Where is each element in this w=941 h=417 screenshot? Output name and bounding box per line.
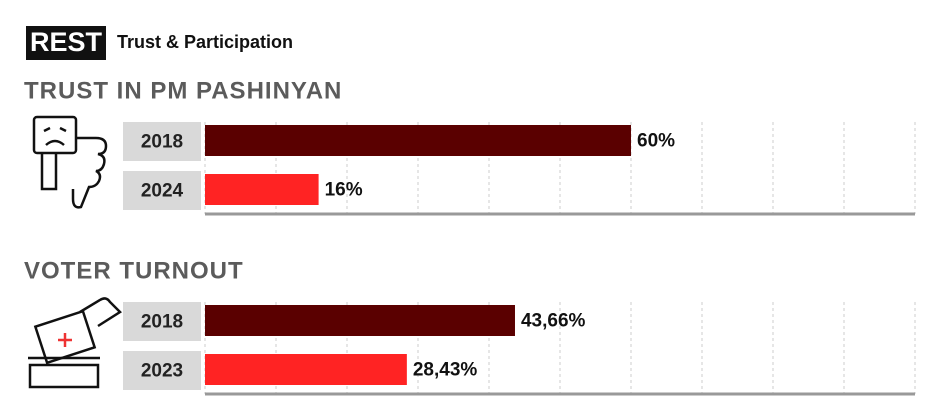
category-box [123, 302, 201, 341]
logo-box [26, 26, 106, 60]
chart-title: VOTER TURNOUT [24, 257, 244, 284]
value-label: 43,66% [521, 311, 586, 332]
bar [205, 174, 319, 205]
logo: REST [30, 27, 103, 57]
category-label: 2018 [141, 132, 183, 153]
category-box [123, 171, 201, 210]
bar [205, 305, 515, 336]
value-label: 28,43% [413, 360, 478, 381]
header-title: Trust & Participation [117, 32, 293, 52]
category-label: 2018 [141, 312, 183, 333]
chart-title: TRUST IN PM PASHINYAN [24, 77, 342, 104]
value-label: 16% [325, 180, 363, 201]
category-box [123, 351, 201, 390]
value-label: 60% [637, 131, 675, 152]
category-label: 2024 [141, 181, 184, 202]
bar [205, 125, 631, 156]
category-box [123, 122, 201, 161]
ballot-icon [28, 297, 122, 389]
thumb-down-icon [32, 115, 108, 209]
category-label: 2023 [141, 361, 183, 382]
bar [205, 354, 407, 385]
